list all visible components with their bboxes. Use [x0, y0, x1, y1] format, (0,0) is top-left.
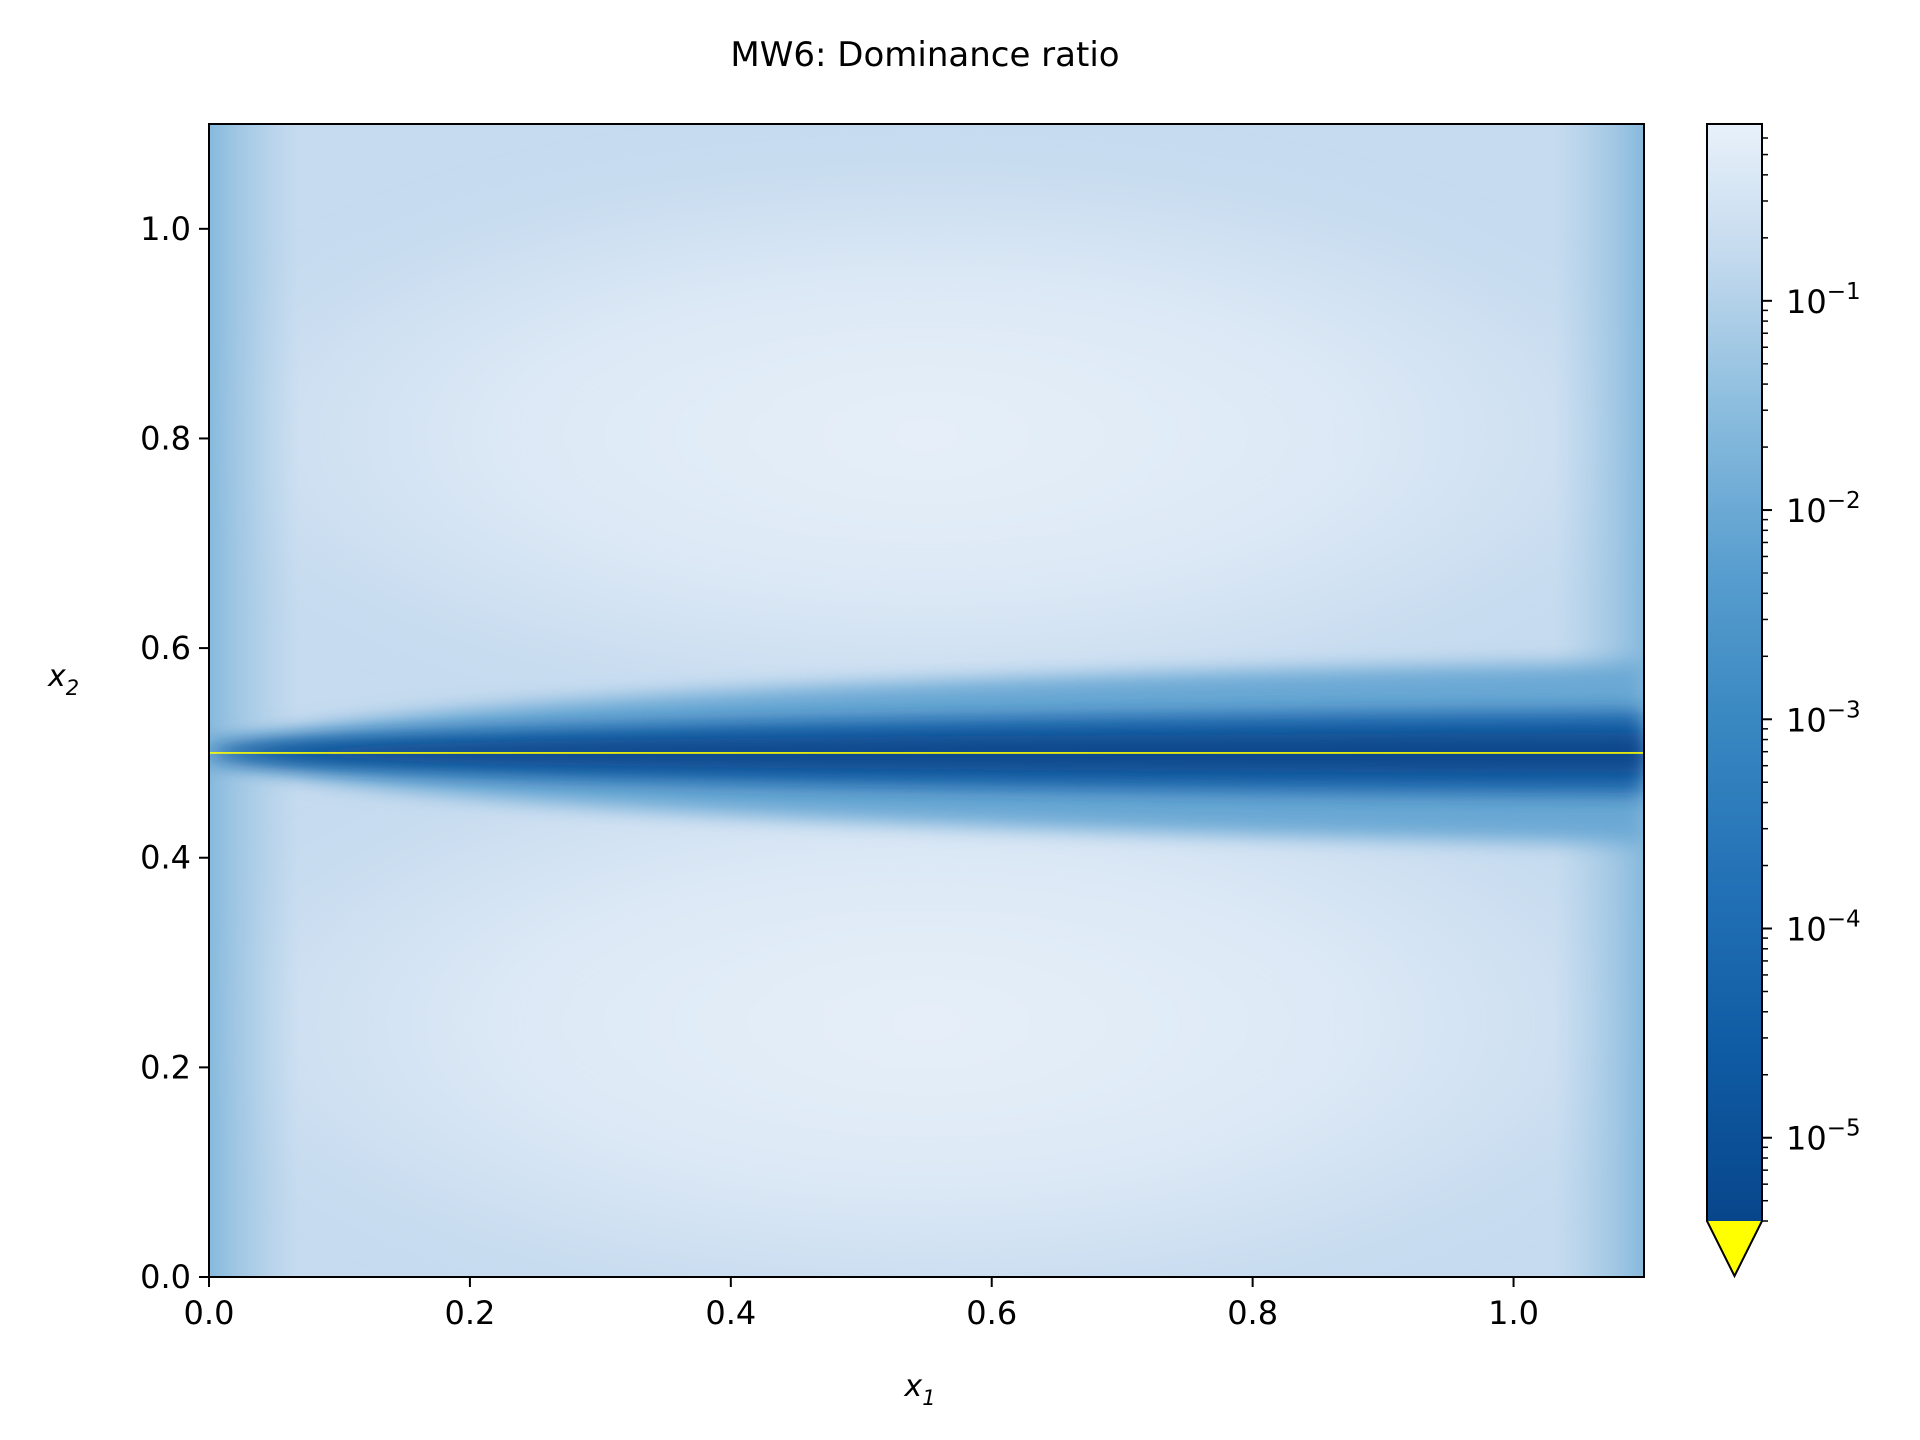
x-axis-label-base: x — [903, 1369, 922, 1404]
colorbar-tick-base: 10 — [1786, 283, 1827, 321]
x-tick-label: 0.4 — [705, 1294, 756, 1332]
y-axis-label: x2 — [47, 659, 79, 700]
colorbar-tick-label: 10−3 — [1786, 697, 1861, 739]
colorbar-tick-base: 10 — [1786, 911, 1827, 949]
y-axis: 0.0 0.2 0.4 0.6 0.8 1.0 — [140, 210, 209, 1296]
y-tick-label: 0.2 — [140, 1048, 191, 1086]
x-tick-label: 1.0 — [1488, 1294, 1539, 1332]
x-axis-label: x1 — [903, 1369, 935, 1410]
y-axis-label-sub: 2 — [66, 676, 79, 700]
heatmap-upper-light-region — [209, 158, 1644, 712]
y-tick-label: 0.8 — [140, 419, 191, 457]
x-tick-label: 0.8 — [1227, 1294, 1278, 1332]
colorbar-under-extension — [1707, 1221, 1762, 1276]
colorbar-tick-base: 10 — [1786, 492, 1827, 530]
colorbar-tick-exponent: −3 — [1827, 697, 1861, 723]
x-tick-label: 0.2 — [444, 1294, 495, 1332]
y-tick-label: 0.4 — [140, 839, 191, 877]
colorbar-gradient — [1707, 124, 1762, 1221]
colorbar-tick-base: 10 — [1786, 1120, 1827, 1158]
colorbar-tick-exponent: −1 — [1827, 279, 1861, 305]
colorbar: 10−510−410−310−210−1 — [1706, 123, 1861, 1279]
heatmap-lower-light-region — [209, 735, 1644, 1277]
plot-frame — [208, 123, 1645, 1278]
heatmap-left-edge — [209, 124, 299, 1277]
chart-title: MW6: Dominance ratio — [730, 35, 1119, 75]
x-axis: 0.0 0.2 0.4 0.6 0.8 1.0 — [184, 1277, 1539, 1332]
heatmap-field — [209, 124, 1644, 1277]
colorbar-tick-exponent: −2 — [1827, 488, 1861, 514]
colorbar-tick-base: 10 — [1786, 701, 1827, 739]
x-axis-label-sub: 1 — [922, 1386, 935, 1410]
y-tick-label: 0.0 — [140, 1258, 191, 1296]
y-axis-label-base: x — [47, 659, 66, 694]
x-tick-label: 0.6 — [966, 1294, 1017, 1332]
colorbar-tick-exponent: −5 — [1827, 1116, 1861, 1142]
x-tick-label: 0.0 — [184, 1294, 235, 1332]
colorbar-tick-label: 10−5 — [1786, 1116, 1861, 1158]
y-tick-label: 1.0 — [140, 210, 191, 248]
y-tick-label: 0.6 — [140, 629, 191, 667]
colorbar-tick-label: 10−4 — [1786, 907, 1861, 949]
colorbar-tick-label: 10−1 — [1786, 279, 1861, 321]
colorbar-tick-exponent: −4 — [1827, 907, 1861, 933]
colorbar-tick-label: 10−2 — [1786, 488, 1861, 530]
colorbar-outline — [1706, 123, 1763, 1279]
